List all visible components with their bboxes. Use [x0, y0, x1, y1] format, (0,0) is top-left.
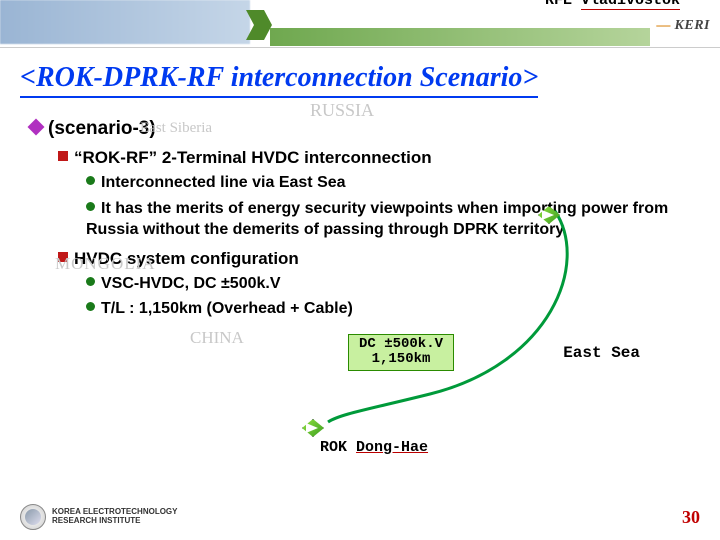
- node-rfe-icon: [538, 206, 560, 224]
- globe-icon: [20, 504, 46, 530]
- content-area: RUSSIA East Siberia MONGOLIA (scenario-3…: [0, 102, 720, 504]
- square-icon: [58, 252, 68, 262]
- bullet-lvl3-b2: T/L : 1,150km (Overhead + Cable): [86, 298, 690, 320]
- dc-spec-box: DC ±500k.V 1,150km: [348, 334, 454, 371]
- title-container: <ROK-DPRK-RF interconnection Scenario>: [0, 48, 720, 102]
- ghost-china: CHINA: [190, 328, 244, 348]
- dc-line1: DC ±500k.V: [359, 337, 443, 352]
- circle-icon: [86, 202, 95, 211]
- square-icon: [58, 151, 68, 161]
- lvl2-b-text: HVDC system configuration: [74, 249, 299, 268]
- dc-line2: 1,150km: [359, 352, 443, 367]
- logo-dash-icon: —: [657, 18, 671, 34]
- bullet-lvl3-a1: Interconnected line via East Sea: [86, 172, 690, 194]
- footer-org-text: KOREA ELECTROTECHNOLOGY RESEARCH INSTITU…: [52, 508, 177, 526]
- logo-text: KERI: [675, 18, 710, 34]
- page-title: <ROK-DPRK-RF interconnection Scenario>: [20, 62, 538, 98]
- lvl3-a1-text: Interconnected line via East Sea: [101, 174, 346, 191]
- lvl3-b1-text: VSC-HVDC, DC ±500k.V: [101, 275, 281, 292]
- label-rok-donghae: ROK Dong-Hae: [320, 439, 428, 456]
- bullet-lvl2-a: “ROK-RF” 2-Terminal HVDC interconnection: [58, 148, 690, 168]
- footer: KOREA ELECTROTECHNOLOGY RESEARCH INSTITU…: [0, 496, 720, 540]
- node-rok-icon: [302, 419, 324, 437]
- header-logo: — KERI: [657, 18, 710, 34]
- lvl3-b2-text: T/L : 1,150km (Overhead + Cable): [101, 300, 353, 317]
- header-photo-placeholder: [0, 0, 250, 44]
- circle-icon: [86, 302, 95, 311]
- page-number: 30: [682, 507, 700, 528]
- lvl1-text: (scenario-3): [48, 118, 156, 139]
- header-arrow-icon: [246, 10, 272, 40]
- label-east-sea: East Sea: [563, 344, 640, 362]
- circle-icon: [86, 176, 95, 185]
- bullet-lvl3-b1: VSC-HVDC, DC ±500k.V: [86, 273, 690, 295]
- map-diagram: CHINA DC ±500k.V 1,150km East Sea ROK Do…: [30, 324, 690, 504]
- org-line2: RESEARCH INSTITUTE: [52, 517, 177, 526]
- footer-logo: KOREA ELECTROTECHNOLOGY RESEARCH INSTITU…: [20, 504, 177, 530]
- bullet-lvl2-b: HVDC system configuration: [58, 249, 690, 269]
- lvl3-a2-text: It has the merits of energy security vie…: [86, 200, 668, 239]
- bullet-lvl1: (scenario-3): [30, 118, 690, 140]
- lvl2-a-text: “ROK-RF” 2-Terminal HVDC interconnection: [74, 148, 432, 167]
- bullet-lvl3-a2: It has the merits of energy security vie…: [86, 198, 690, 241]
- label-rfe-vladivostok: RFE Vladivostok: [545, 0, 680, 9]
- header-green-strip: [270, 28, 650, 46]
- diamond-icon: [28, 119, 45, 136]
- circle-icon: [86, 277, 95, 286]
